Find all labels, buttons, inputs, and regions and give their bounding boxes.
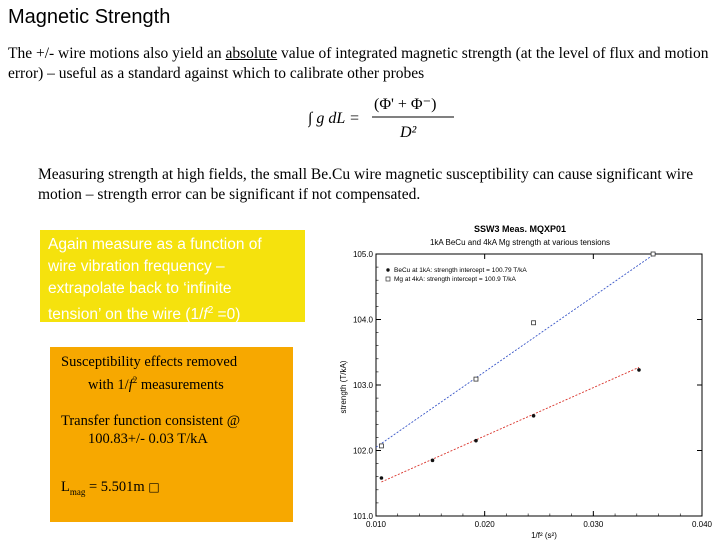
slide-title: Magnetic Strength bbox=[8, 6, 171, 28]
y-tick-label: 103.0 bbox=[353, 381, 374, 390]
strength-vs-inverse-frequency-chart: SSW3 Meas. MQXP01 1kA BeCu and 4kA Mg st… bbox=[339, 224, 713, 540]
fit-line-series-2 bbox=[375, 252, 657, 448]
x-tick-label: 0.020 bbox=[475, 520, 496, 529]
x-tick-label: 0.030 bbox=[583, 520, 604, 529]
y-tick-label: 101.0 bbox=[353, 512, 374, 521]
data-point-series-1 bbox=[531, 413, 536, 418]
chart-subtitle: 1kA BeCu and 4kA Mg strength at various … bbox=[430, 238, 610, 247]
orange-line-1: Susceptibility effects removed bbox=[61, 354, 238, 370]
yellow-line-2: wire vibration frequency – bbox=[48, 258, 225, 275]
unknown-glyph-icon: □ bbox=[148, 479, 160, 494]
orange-l-symbol: L bbox=[61, 478, 70, 495]
orange-line-5: Lmag = 5.501m □ bbox=[61, 478, 293, 501]
orange-line-2d: measurements bbox=[137, 376, 224, 393]
x-tick-label: 0.040 bbox=[692, 520, 713, 529]
intro-text-1: The +/- wire motions also yield an bbox=[8, 45, 226, 62]
yellow-exponent: 2 bbox=[207, 305, 214, 316]
data-point-series-2 bbox=[379, 443, 384, 449]
orange-f-symbol: f bbox=[128, 376, 133, 393]
data-point-series-2 bbox=[531, 320, 536, 326]
intro-paragraph: The +/- wire motions also yield an absol… bbox=[8, 44, 714, 84]
yellow-line-1: Again measure as a function of bbox=[48, 236, 262, 253]
y-tick-label: 105.0 bbox=[353, 250, 374, 259]
legend-marker bbox=[386, 268, 390, 272]
data-point-series-2 bbox=[650, 251, 656, 257]
data-point-series-1 bbox=[379, 476, 384, 480]
data-point-series-1 bbox=[474, 438, 478, 443]
legend-marker bbox=[385, 276, 391, 282]
data-point-series-1 bbox=[430, 458, 435, 463]
chart-xlabel: 1/f² (s²) bbox=[531, 531, 557, 540]
x-tick-label: 0.010 bbox=[366, 520, 387, 529]
yellow-line-4: tension’ on the wire (1/f2 =0) bbox=[48, 300, 305, 326]
plot-frame bbox=[375, 253, 703, 517]
data-point-series-2 bbox=[473, 376, 479, 382]
intro-underlined-word: absolute bbox=[225, 45, 278, 62]
orange-line-2a: with 1/ bbox=[88, 376, 129, 393]
yellow-line-4a: tension’ on the wire (1/ bbox=[48, 306, 204, 324]
yellow-f-symbol: f bbox=[203, 306, 208, 324]
orange-mag-subscript: mag bbox=[69, 486, 86, 497]
yellow-line-4d: =0) bbox=[213, 306, 241, 324]
orange-line-3: Transfer function consistent @ bbox=[61, 412, 241, 429]
chart-title: SSW3 Meas. MQXP01 bbox=[474, 224, 566, 234]
legend-entry: BeCu at 1kA: strength intercept = 100.79… bbox=[394, 267, 527, 274]
intro-text-2: value of integrated magnetic strength (a… bbox=[8, 45, 709, 82]
orange-length-value: = 5.501m bbox=[85, 478, 145, 495]
y-tick-label: 102.0 bbox=[353, 447, 374, 456]
y-tick-label: 104.0 bbox=[353, 316, 374, 325]
formula-denominator: D² bbox=[399, 124, 418, 141]
results-note: Susceptibility effects removed with 1/f2… bbox=[50, 347, 293, 522]
fit-line-series-1 bbox=[381, 366, 640, 483]
chart-ylabel: strength (T/kA) bbox=[339, 360, 348, 413]
strength-formula: ∫ g dL = (Φ' + Φ⁻) D² bbox=[308, 96, 454, 141]
yellow-line-3: extrapolate back to ‘infinite bbox=[48, 280, 232, 297]
orange-exponent: 2 bbox=[132, 375, 138, 385]
orange-line-2: with 1/f2 measurements bbox=[61, 371, 293, 394]
legend-entry: Mg at 4kA: strength intercept = 100.9 T/… bbox=[394, 276, 516, 283]
extrapolation-note: Again measure as a function of wire vibr… bbox=[40, 230, 305, 323]
orange-line-4: 100.83+/- 0.03 T/kA bbox=[88, 430, 208, 447]
formula-numerator: (Φ' + Φ⁻) bbox=[374, 96, 436, 113]
data-point-series-1 bbox=[637, 368, 641, 372]
high-field-paragraph: Measuring strength at high fields, the s… bbox=[38, 166, 694, 203]
formula-lhs: ∫ g dL = bbox=[308, 110, 360, 128]
